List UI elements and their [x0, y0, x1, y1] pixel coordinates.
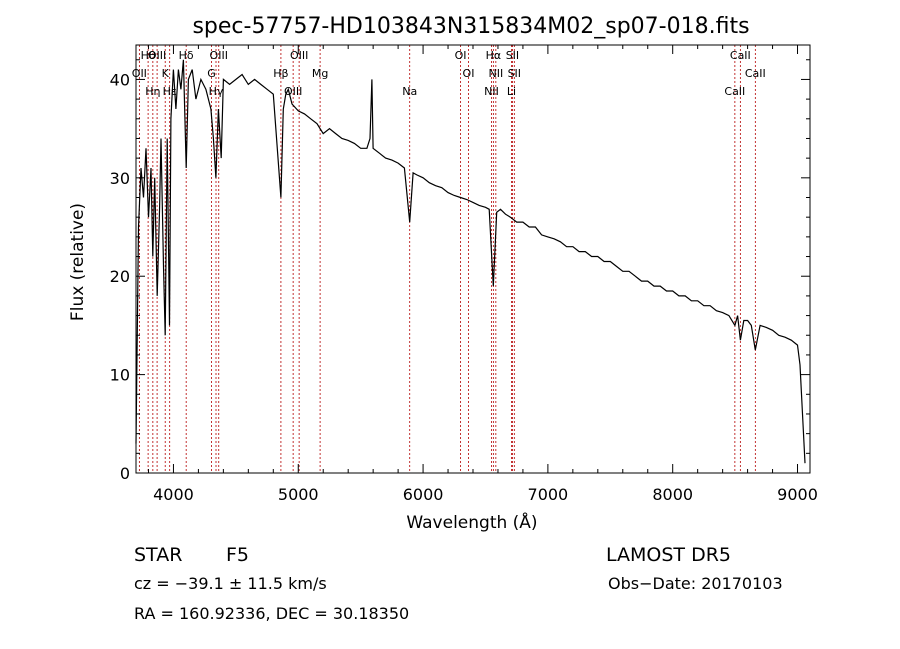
- line-label: Hθ: [141, 49, 156, 62]
- chart-title: spec-57757-HD103843N315834M02_sp07-018.f…: [192, 14, 749, 39]
- x-tick-label: 4000: [153, 485, 194, 504]
- line-label: Na: [402, 85, 417, 98]
- line-label: Hγ: [209, 85, 224, 98]
- x-tick-label: 6000: [403, 485, 444, 504]
- spectrum-series: [135, 59, 806, 464]
- x-axis-label: Wavelength (Å): [406, 511, 537, 533]
- y-tick-label: 0: [120, 464, 130, 483]
- redshift-text: cz = −39.1 ± 11.5 km/s: [134, 574, 327, 593]
- coordinates-text: RA = 160.92336, DEC = 30.18350: [134, 604, 409, 623]
- obs-date-text: Obs−Date: 20170103: [608, 574, 783, 593]
- x-tick-label: 7000: [528, 485, 569, 504]
- emission-line-markers: [138, 45, 756, 473]
- line-label: OIII: [148, 49, 166, 62]
- y-axis-label: Flux (relative): [68, 203, 88, 321]
- y-tick-label: 40: [110, 70, 130, 89]
- y-tick-label: 10: [110, 366, 130, 385]
- line-label: NII: [484, 85, 499, 98]
- plot-frame: [135, 44, 811, 474]
- line-label: Hα: [486, 49, 502, 62]
- line-label: CaII: [724, 85, 745, 98]
- line-label: Hε: [163, 85, 177, 98]
- line-label: OIII: [290, 49, 308, 62]
- survey-label: LAMOST DR5: [606, 544, 731, 566]
- class-label: STAR: [134, 544, 182, 566]
- line-labels: HθOIIHηOIIIKHεHδGHγOIIIHβOIIIOIIIMgNaOIO…: [132, 49, 766, 98]
- line-label: CaII: [730, 49, 751, 62]
- line-label: Hβ: [273, 67, 288, 80]
- line-label: OI: [455, 49, 467, 62]
- y-tick-label: 20: [110, 267, 130, 286]
- y-tick-label: 30: [110, 169, 130, 188]
- y-axis-ticks: 0 10 20 30 40: [110, 59, 810, 483]
- line-label: SII: [508, 67, 521, 80]
- line-label: Li: [507, 85, 516, 98]
- line-label: CaII: [745, 67, 766, 80]
- line-label: OII: [132, 67, 147, 80]
- line-label: K: [162, 67, 170, 80]
- line-label: Hη: [145, 85, 160, 98]
- line-label: Mg: [312, 67, 328, 80]
- line-label: OIII: [210, 49, 228, 62]
- line-label: G: [207, 67, 216, 80]
- x-tick-label: 9000: [777, 485, 818, 504]
- line-label: OI: [463, 67, 475, 80]
- line-label: SII: [506, 49, 519, 62]
- line-label: Hδ: [179, 49, 194, 62]
- line-label: NII: [488, 67, 503, 80]
- x-tick-label: 5000: [278, 485, 319, 504]
- x-axis-ticks: 4000 5000 6000 7000 8000 9000: [147, 45, 818, 504]
- subclass-label: F5: [226, 544, 249, 566]
- x-tick-label: 8000: [652, 485, 693, 504]
